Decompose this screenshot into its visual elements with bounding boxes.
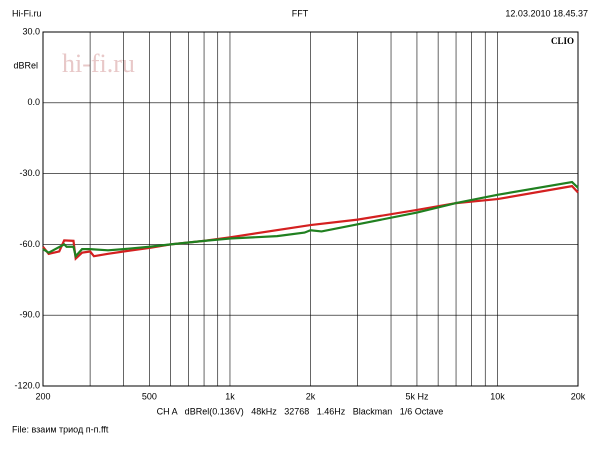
y-tick-label: -60.0 xyxy=(19,239,40,249)
x-tick-label: 5k Hz xyxy=(405,391,429,401)
y-tick-label: 30.0 xyxy=(22,26,40,36)
footer: CH A dBRel(0.136V) 48kHz 32768 1.46Hz Bl… xyxy=(157,406,444,416)
x-tick-label: 200 xyxy=(35,391,50,401)
y-axis-label: dBRel xyxy=(13,60,38,70)
chart-title: FFT xyxy=(292,8,309,18)
header-left: Hi-Fi.ru xyxy=(12,8,42,18)
y-tick-label: -120.0 xyxy=(14,380,40,390)
x-tick-label: 1k xyxy=(225,391,235,401)
file-name: File: взаим триод п-п.fft xyxy=(12,424,109,434)
header-right: 12.03.2010 18.45.37 xyxy=(505,8,588,18)
series-line xyxy=(42,180,579,259)
brand: CLIO xyxy=(551,36,574,46)
x-tick-label: 2k xyxy=(306,391,316,401)
y-tick-label: 0.0 xyxy=(27,97,40,107)
x-tick-label: 10k xyxy=(490,391,505,401)
watermark: hi-fi.ru xyxy=(62,49,135,78)
x-tick-label: 20k xyxy=(571,391,586,401)
y-tick-label: -90.0 xyxy=(19,310,40,320)
x-tick-label: 500 xyxy=(142,391,157,401)
series-line xyxy=(42,184,579,261)
plot-frame xyxy=(42,31,579,387)
y-tick-label: -30.0 xyxy=(19,168,40,178)
